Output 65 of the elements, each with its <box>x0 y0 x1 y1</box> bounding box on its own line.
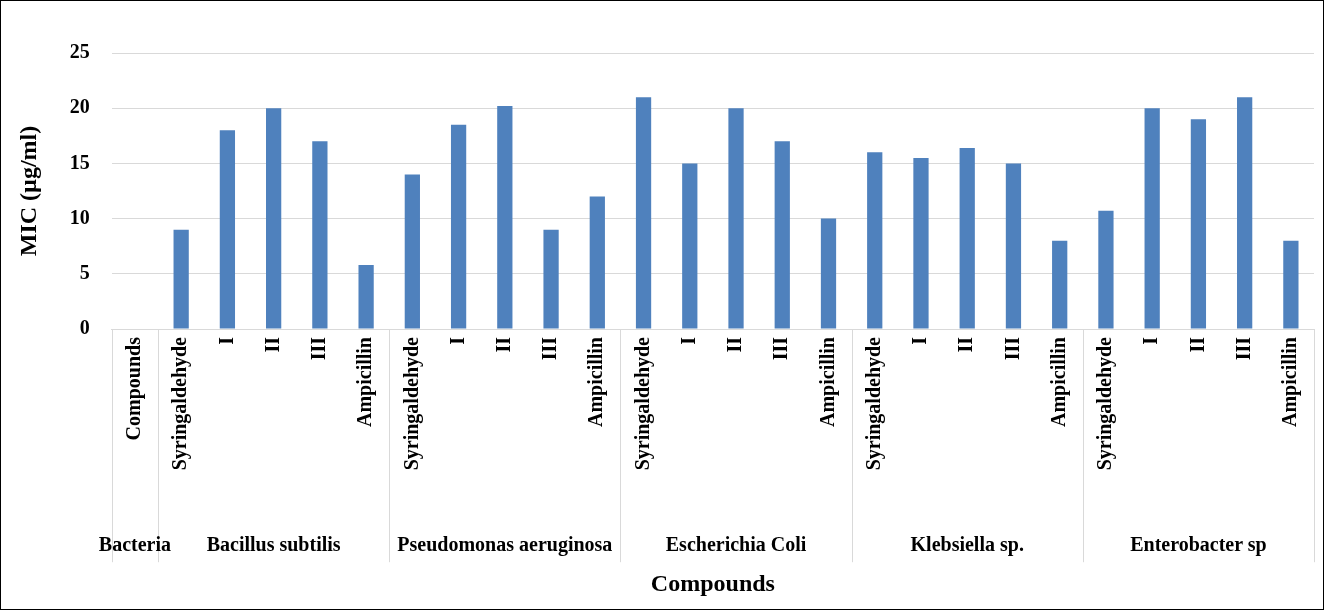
x-tick-label: Syringaldehyde <box>630 336 654 471</box>
x-tick-label: Ampicillin <box>353 337 377 428</box>
x-tick-label: II <box>260 336 283 353</box>
x-tick-label: III <box>538 336 561 361</box>
x-tick-label: I <box>1139 336 1162 345</box>
bar <box>1237 97 1253 329</box>
bar <box>219 130 236 329</box>
x-tick-label: Ampicillin <box>815 337 839 428</box>
text: Bacteria <box>98 533 172 556</box>
y-tick-label: 15 <box>69 150 90 173</box>
x-tick-label: II <box>1185 336 1208 353</box>
bar <box>1283 240 1299 329</box>
bar <box>404 174 420 329</box>
x-tick-label: Ampicillin <box>584 337 608 428</box>
x-tick-label: Syringaldehyde <box>399 336 423 471</box>
x-axis-title: Compounds <box>650 569 775 596</box>
bar <box>1098 210 1114 329</box>
bar <box>450 124 467 329</box>
x-tick-label: III <box>1231 336 1254 361</box>
bar <box>867 152 883 329</box>
bar <box>913 157 929 329</box>
x-tick-label: Ampicillin <box>1046 337 1070 428</box>
text: Bacillus subtilis <box>206 533 341 556</box>
x-tick-label: I <box>908 336 931 345</box>
x-tick-label: I <box>445 336 468 345</box>
bar <box>774 141 790 329</box>
bar <box>1144 108 1160 329</box>
bar <box>635 97 652 329</box>
bar <box>173 229 189 329</box>
text: Pseudomonas aeruginosa <box>397 533 613 557</box>
x-tick-label: III <box>307 336 330 361</box>
x-tick-label: Ampicillin <box>1278 337 1302 428</box>
bar <box>1005 163 1022 329</box>
bar <box>312 141 328 329</box>
x-tick-label: Compounds <box>122 336 146 441</box>
bar <box>1190 119 1207 329</box>
bar <box>589 196 605 329</box>
bar <box>543 229 559 329</box>
x-tick-label: I <box>676 336 699 345</box>
bar <box>1052 240 1068 329</box>
x-tick-label: II <box>723 336 746 353</box>
x-tick-label: II <box>492 336 514 353</box>
text: Escherichia Coli <box>665 533 807 556</box>
y-tick-label: 0 <box>79 316 90 339</box>
y-tick-label: 10 <box>69 205 90 228</box>
bar <box>959 147 975 329</box>
x-tick-label: I <box>214 336 237 345</box>
y-axis-title: MIC (µg/ml) <box>14 125 41 257</box>
text: Klebsiella sp. <box>910 533 1024 557</box>
y-tick-label: 25 <box>69 40 90 63</box>
y-tick-label: 20 <box>69 95 90 118</box>
x-tick-label: III <box>769 336 792 361</box>
text: Enterobacter sp <box>1130 533 1267 557</box>
x-tick-label: II <box>954 336 977 353</box>
bar <box>682 163 698 329</box>
bar <box>358 264 374 329</box>
y-tick-label: 5 <box>79 260 90 283</box>
x-tick-label: Syringaldehyde <box>1093 336 1117 471</box>
x-tick-label: Syringaldehyde <box>861 336 885 471</box>
bar <box>728 108 744 329</box>
x-tick-label: Syringaldehyde <box>168 336 192 471</box>
x-tick-label: III <box>1000 336 1023 361</box>
bar <box>820 218 837 329</box>
bar <box>497 105 513 329</box>
bar <box>266 108 282 329</box>
